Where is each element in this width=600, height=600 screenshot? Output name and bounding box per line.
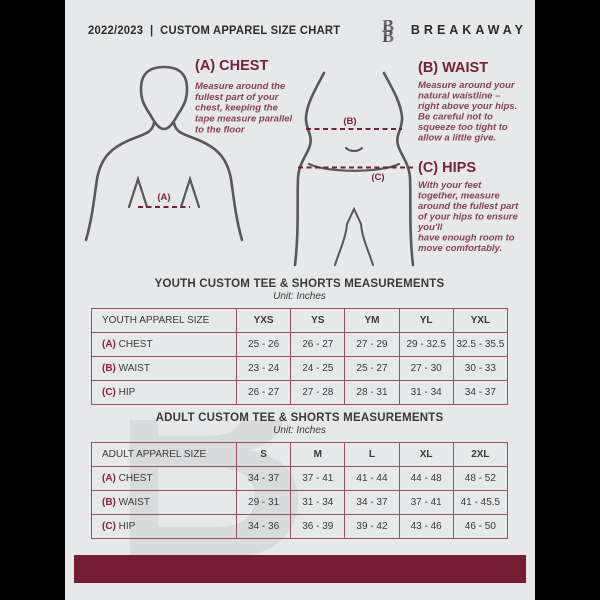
svg-text:Measure around your: Measure around your natural waistline – … (418, 80, 520, 144)
svg-text:(A): (A) (157, 192, 170, 203)
svg-text:(C): (C) (371, 172, 384, 183)
svg-text:(A) CHEST: (A) CHEST (195, 58, 268, 74)
svg-text:With your feet toget: With your feet together, measure around … (417, 180, 521, 254)
svg-text:(B): (B) (343, 116, 356, 127)
svg-text:Measure around the f: Measure around the fullest part of your … (195, 81, 295, 136)
svg-text:B: B (382, 26, 394, 45)
svg-text:(C) HIPS: (C) HIPS (418, 160, 476, 176)
svg-text:(B) WAIST: (B) WAIST (418, 60, 488, 76)
